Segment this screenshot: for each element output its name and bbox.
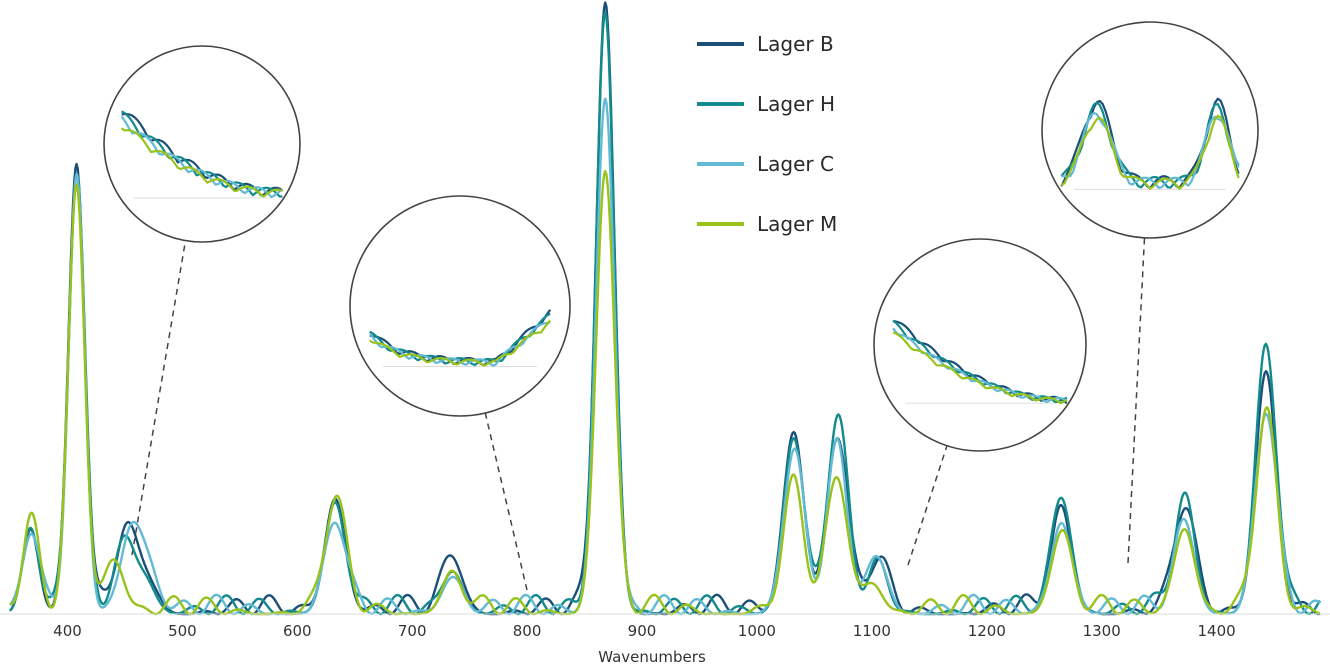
x-axis-label: Wavenumbers — [598, 648, 706, 666]
x-tick-label: 900 — [628, 622, 657, 640]
legend-label: Lager B — [757, 32, 834, 56]
x-tick-label: 700 — [398, 622, 427, 640]
x-tick-labels: 400 500 600 700 800 900 1000 1100 1200 1300 1400 — [53, 622, 1236, 640]
callout-series-line — [369, 319, 552, 367]
x-tick-label: 1300 — [1083, 622, 1121, 640]
callout-series-line — [120, 127, 283, 198]
x-tick-label: 400 — [53, 622, 82, 640]
x-axis: 400 500 600 700 800 900 1000 1100 1200 1300 1400 W… — [0, 613, 1330, 666]
zoom-callout — [873, 238, 1087, 566]
zoom-callout — [103, 45, 301, 556]
zoom-callouts — [103, 21, 1259, 591]
series-line-lager-m — [9, 169, 1321, 616]
legend-label: Lager M — [757, 212, 837, 236]
callout-series-line — [369, 312, 551, 366]
callout-pointer — [1127, 237, 1146, 564]
x-tick-label: 1100 — [853, 622, 891, 640]
x-tick-label: 1200 — [968, 622, 1006, 640]
zoom-callout — [349, 195, 571, 591]
zoom-callout — [1041, 21, 1259, 564]
callout-pointer — [484, 412, 528, 591]
callout-pointer — [907, 445, 948, 566]
callout-series-line — [1060, 114, 1240, 190]
callout-series-line — [120, 115, 283, 199]
callout-circle — [349, 195, 571, 417]
callout-circle — [103, 45, 301, 243]
x-tick-label: 1000 — [738, 622, 776, 640]
callout-series-line — [1061, 111, 1240, 190]
legend-label: Lager C — [757, 152, 834, 176]
callout-circle — [1041, 21, 1259, 239]
series-line-lager-c — [9, 97, 1321, 616]
x-tick-label: 500 — [168, 622, 197, 640]
callout-pointer — [131, 240, 187, 556]
callout-circle — [873, 238, 1087, 452]
legend-label: Lager H — [757, 92, 835, 116]
x-tick-label: 600 — [283, 622, 312, 640]
x-tick-label: 800 — [513, 622, 542, 640]
x-tick-label: 1400 — [1198, 622, 1236, 640]
callout-series-line — [892, 331, 1068, 405]
legend: Lager B Lager H Lager C Lager M — [697, 32, 837, 236]
callout-series-line — [121, 110, 283, 198]
